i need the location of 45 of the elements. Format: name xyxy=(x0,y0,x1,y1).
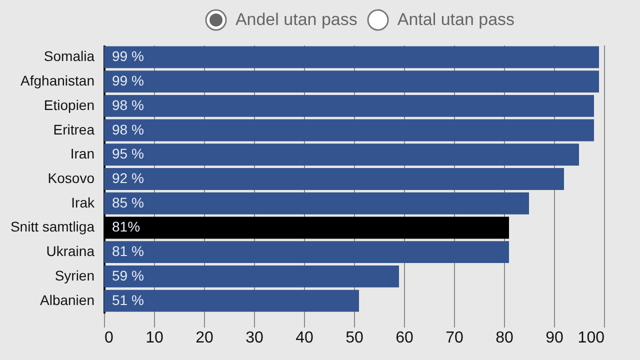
x-tick-label: 40 xyxy=(296,330,314,346)
data-label: 51 % xyxy=(112,292,144,308)
bar xyxy=(104,46,599,68)
data-label: 98 % xyxy=(112,96,144,113)
data-label: 81% xyxy=(112,218,140,235)
data-label: 95 % xyxy=(112,146,144,162)
bar xyxy=(104,144,579,166)
bar xyxy=(104,119,594,142)
y-tick-label: Snitt samtliga xyxy=(10,218,95,235)
bar xyxy=(104,70,599,93)
data-label: 98 % xyxy=(112,121,144,138)
x-tick-label: 0 xyxy=(104,330,114,346)
data-label: 99 % xyxy=(112,72,144,89)
bar xyxy=(104,265,399,288)
x-tick-label: 20 xyxy=(196,330,214,346)
bar xyxy=(104,290,359,312)
data-label: 85 % xyxy=(112,194,144,210)
x-tick-label: 60 xyxy=(396,330,414,346)
text: Antal utan pass xyxy=(397,10,515,30)
y-tick-label: Syrien xyxy=(54,267,94,284)
data-label: 59 % xyxy=(112,267,144,284)
y-tick-label: Albanien xyxy=(40,292,94,308)
data-label: 99 % xyxy=(112,48,144,64)
y-tick-label: Ukraina xyxy=(46,243,95,260)
bar xyxy=(104,168,564,190)
bar xyxy=(104,192,529,214)
x-tick-label: 70 xyxy=(446,330,464,346)
x-tick-label: 10 xyxy=(146,330,164,346)
x-tick-label: 80 xyxy=(496,330,514,346)
x-tick-label: 50 xyxy=(346,330,364,346)
data-label: 92 % xyxy=(112,170,144,186)
x-tick-label: 30 xyxy=(246,330,264,346)
bar xyxy=(104,94,594,117)
y-tick-label: Somalia xyxy=(44,48,95,64)
bar xyxy=(104,241,509,264)
y-tick-label: Irak xyxy=(71,194,96,210)
y-tick-label: Iran xyxy=(70,146,94,162)
x-tick-label: 100 xyxy=(578,330,605,346)
y-tick-label: Etiopien xyxy=(44,96,94,113)
data-label: 81 % xyxy=(112,243,144,260)
y-tick-label: Kosovo xyxy=(48,170,95,186)
x-tick-label: 90 xyxy=(546,330,564,346)
y-tick-label: Afghanistan xyxy=(20,72,94,89)
text: Andel utan pass xyxy=(235,10,358,30)
y-tick-label: Eritrea xyxy=(53,121,95,138)
